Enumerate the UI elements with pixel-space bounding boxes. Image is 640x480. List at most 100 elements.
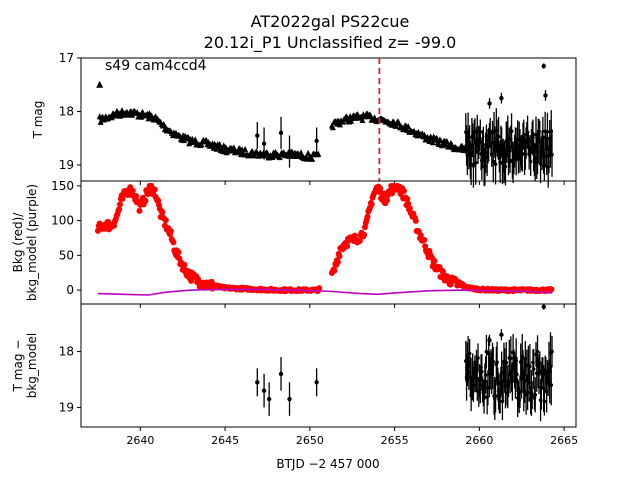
data-point <box>542 399 547 404</box>
data-point <box>417 232 424 239</box>
data-point <box>359 116 366 123</box>
panel-annotation: s49 cam4ccd4 <box>105 58 207 74</box>
data-point <box>400 188 407 195</box>
x-tick-label: 2665 <box>550 434 578 447</box>
data-point <box>255 380 260 385</box>
data-point <box>405 123 412 130</box>
data-point <box>528 364 532 369</box>
data-point <box>278 371 284 377</box>
data-point <box>278 130 284 136</box>
data-point <box>142 197 149 204</box>
data-point <box>261 388 267 393</box>
data-point <box>181 261 188 268</box>
data-point <box>429 139 436 146</box>
data-point <box>510 379 515 384</box>
data-point <box>476 356 480 360</box>
data-point <box>129 187 136 194</box>
data-point <box>175 249 182 256</box>
y-axis-label-line: bkg_model (purple) <box>25 184 39 301</box>
data-point <box>133 193 140 200</box>
data-point <box>535 349 540 354</box>
data-point <box>344 243 351 250</box>
data-point <box>499 95 504 101</box>
y-axis-label-line: bkg_model <box>25 333 39 399</box>
plot-frame <box>80 303 577 428</box>
data-point <box>368 201 375 208</box>
data-point <box>504 360 509 365</box>
x-tick-label: 2640 <box>126 434 154 447</box>
data-point <box>503 164 508 169</box>
data-point <box>471 163 476 168</box>
data-point <box>261 141 267 146</box>
panel-middle: Bkg (red)/bkg_model (purple) 0 50 100 150 <box>11 179 577 308</box>
data-point <box>493 162 498 166</box>
data-point <box>329 124 336 131</box>
data-point <box>541 304 546 309</box>
y-axis-label-line: T mag <box>31 101 45 140</box>
data-point <box>491 359 496 364</box>
data-point <box>364 213 371 220</box>
panel-bottom: T mag −bkg_model 18 19 2640 2645 2650 2655 2660… <box>11 303 578 447</box>
data-point <box>96 80 104 88</box>
data-point <box>545 130 550 134</box>
data-point <box>550 349 554 354</box>
data-point <box>549 383 554 387</box>
y-axis-label: T mag <box>31 101 45 140</box>
data-point <box>192 136 199 143</box>
data-point <box>530 393 534 397</box>
y-tick-label: 17 <box>59 51 74 65</box>
data-point <box>309 155 316 162</box>
data-point <box>550 152 554 157</box>
data-point <box>533 393 538 397</box>
panel-top: T mag 17 18 19 <box>31 51 577 188</box>
data-point <box>412 217 419 224</box>
data-point <box>119 195 126 202</box>
data-point <box>108 114 115 121</box>
data-point <box>314 138 319 144</box>
y-axis-label: Bkg (red)/bkg_model (purple) <box>11 184 39 301</box>
y-axis-label-line: T mag − <box>11 340 25 393</box>
data-point <box>167 228 174 235</box>
data-point <box>493 394 498 398</box>
data-point <box>515 372 519 377</box>
data-point <box>499 332 504 337</box>
data-point <box>473 160 478 165</box>
data-point <box>162 217 169 224</box>
data-point <box>170 239 177 246</box>
data-point <box>266 396 272 402</box>
data-point <box>314 380 319 385</box>
y-tick-label: 150 <box>51 179 74 193</box>
data-point <box>509 129 514 133</box>
data-point <box>331 267 338 274</box>
data-point <box>480 369 484 374</box>
title-line-1: AT2022gal PS22cue <box>251 12 410 31</box>
data-point <box>188 277 195 284</box>
data-point <box>151 186 158 193</box>
data-point <box>305 149 312 156</box>
y-tick-label: 19 <box>59 400 74 414</box>
data-point <box>315 150 322 157</box>
data-point <box>316 285 323 292</box>
series-line <box>97 288 553 296</box>
data-point <box>159 209 166 216</box>
data-point <box>383 197 390 204</box>
data-point <box>406 205 413 212</box>
data-point <box>478 130 483 134</box>
data-point <box>543 93 548 98</box>
data-point <box>421 131 428 138</box>
title-line-2: 20.12i_P1 Unclassified z= -99.0 <box>204 33 457 53</box>
data-point <box>467 351 472 356</box>
data-point <box>548 286 555 293</box>
y-tick-label: 100 <box>51 214 74 228</box>
data-point <box>255 133 260 138</box>
data-point <box>549 129 554 133</box>
data-point <box>136 207 143 214</box>
y-tick-label: 18 <box>59 345 74 359</box>
data-point <box>336 253 343 260</box>
data-point <box>433 134 440 141</box>
data-point <box>481 142 486 147</box>
data-point <box>443 137 450 144</box>
y-tick-label: 50 <box>59 248 74 262</box>
data-point <box>287 396 292 402</box>
y-tick-label: 0 <box>66 283 74 297</box>
